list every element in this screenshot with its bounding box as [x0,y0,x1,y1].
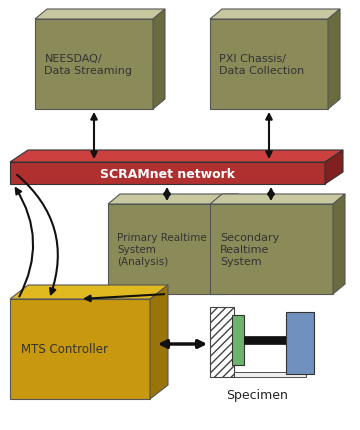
Polygon shape [10,299,150,399]
Text: SCRAMnet network: SCRAMnet network [100,167,235,180]
Polygon shape [153,10,165,110]
Polygon shape [210,205,333,294]
Polygon shape [108,194,238,205]
Polygon shape [10,150,343,163]
Polygon shape [210,20,328,110]
Polygon shape [35,10,165,20]
Polygon shape [210,10,340,20]
Text: NEESDAQ/
Data Streaming: NEESDAQ/ Data Streaming [44,54,132,76]
Bar [244,336,286,344]
Polygon shape [35,20,153,110]
Bar [210,307,234,377]
Text: Specimen: Specimen [226,389,288,402]
Polygon shape [328,10,340,110]
Text: MTS Controller: MTS Controller [21,343,108,356]
Bar [232,315,244,365]
Polygon shape [10,286,168,299]
Bar [234,372,306,377]
Polygon shape [150,286,168,399]
Text: Primary Realtime
System
(Analysis): Primary Realtime System (Analysis) [117,233,207,266]
Polygon shape [108,205,226,294]
Polygon shape [333,194,345,294]
Polygon shape [10,163,325,184]
Text: PXI Chassis/
Data Collection: PXI Chassis/ Data Collection [220,54,305,76]
Polygon shape [325,150,343,184]
Bar [286,312,314,374]
Text: Secondary
Realtime
System: Secondary Realtime System [220,233,279,266]
Polygon shape [226,194,238,294]
Polygon shape [210,194,345,205]
